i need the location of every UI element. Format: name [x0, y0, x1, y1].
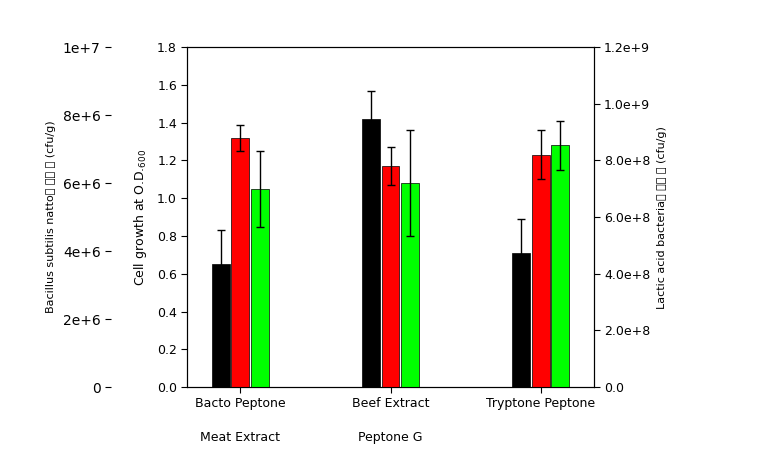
Bar — [532, 155, 550, 387]
Bar — [231, 138, 249, 387]
Bar — [401, 183, 419, 387]
Y-axis label: Cell growth at O.D.$_{600}$: Cell growth at O.D.$_{600}$ — [132, 149, 148, 286]
Text: Meat Extract: Meat Extract — [201, 431, 280, 445]
Y-axis label: Lactic acid bacteria의 균체 수 (cfu/g): Lactic acid bacteria의 균체 수 (cfu/g) — [658, 126, 667, 309]
Bar — [382, 166, 399, 387]
Bar — [251, 189, 269, 387]
Text: Peptone G: Peptone G — [358, 431, 423, 445]
Bar — [512, 253, 530, 387]
Bar — [362, 119, 380, 387]
Bar — [551, 145, 569, 387]
Bar — [212, 264, 230, 387]
Y-axis label: Bacillus subtilis natto의 균체 수 (cfu/g): Bacillus subtilis natto의 균체 수 (cfu/g) — [46, 121, 55, 313]
